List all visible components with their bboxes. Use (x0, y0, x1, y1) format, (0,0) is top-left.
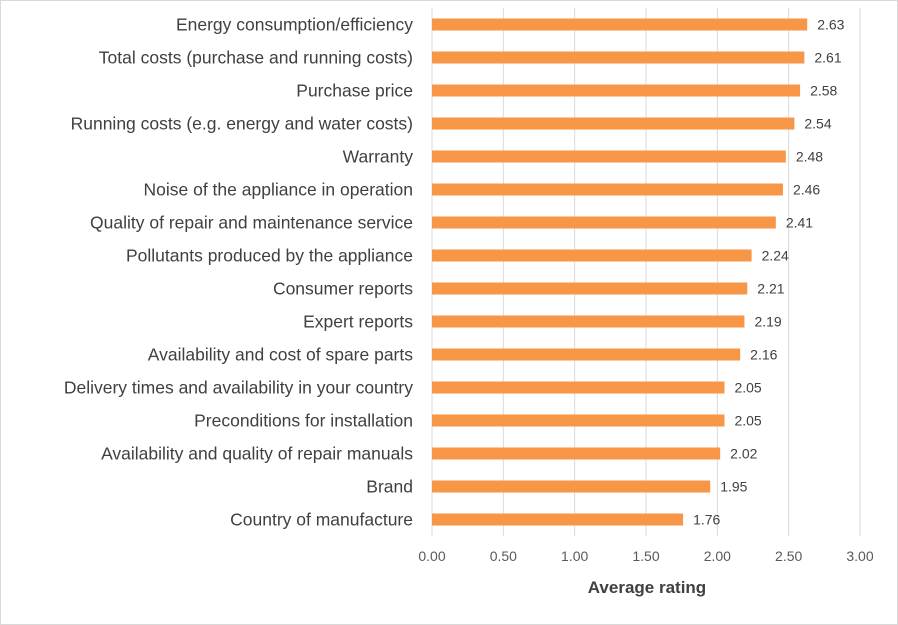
bar (432, 282, 748, 295)
bar (432, 381, 725, 394)
data-label: 2.46 (793, 182, 820, 198)
bar (432, 447, 721, 460)
data-label: 1.95 (720, 479, 747, 495)
category-label: Warranty (343, 147, 414, 167)
data-label: 2.19 (754, 314, 781, 330)
data-label: 2.41 (786, 215, 813, 231)
category-label: Pollutants produced by the appliance (126, 246, 413, 266)
label-layer: 0.00 0.50 1.00 1.50 2.00 2.50 3.00 Energy consu… (64, 15, 874, 565)
data-label: 2.05 (734, 380, 761, 396)
category-label: Country of manufacture (230, 510, 413, 530)
bar (432, 414, 725, 427)
x-tick-label: 2.00 (704, 548, 731, 564)
bar (432, 18, 808, 31)
category-label: Running costs (e.g. energy and water cos… (71, 114, 413, 134)
data-label: 2.58 (810, 83, 837, 99)
data-label: 2.54 (804, 116, 831, 132)
bar-layer (432, 18, 808, 526)
data-label: 2.61 (814, 50, 841, 66)
data-label: 2.63 (817, 17, 844, 33)
bar (432, 117, 795, 130)
bar (432, 249, 752, 262)
category-label: Consumer reports (273, 279, 413, 299)
category-label: Energy consumption/efficiency (176, 15, 413, 35)
category-label: Brand (366, 477, 413, 497)
x-tick-label: 0.00 (418, 548, 445, 564)
data-label: 1.76 (693, 512, 720, 528)
data-label: 2.21 (757, 281, 784, 297)
bar (432, 84, 801, 97)
x-tick-label: 0.50 (490, 548, 517, 564)
bar (432, 216, 776, 229)
category-label: Preconditions for installation (194, 411, 413, 431)
bar (432, 51, 805, 64)
x-tick-label: 1.00 (561, 548, 588, 564)
category-label: Delivery times and availability in your … (64, 378, 413, 398)
category-label: Availability and cost of spare parts (148, 345, 413, 365)
data-label: 2.24 (762, 248, 789, 264)
x-axis-title: Average rating (588, 578, 706, 597)
bar (432, 513, 684, 526)
bar (432, 183, 783, 196)
bar (432, 480, 711, 493)
data-label: 2.16 (750, 347, 777, 363)
category-label: Availability and quality of repair manua… (101, 444, 413, 464)
x-tick-label: 2.50 (775, 548, 802, 564)
category-label: Quality of repair and maintenance servic… (90, 213, 413, 233)
x-tick-label: 1.50 (632, 548, 659, 564)
category-label: Total costs (purchase and running costs) (99, 48, 413, 68)
category-label: Purchase price (296, 81, 413, 101)
category-label: Expert reports (303, 312, 413, 332)
data-label: 2.02 (730, 446, 757, 462)
bar (432, 315, 745, 328)
data-label: 2.05 (734, 413, 761, 429)
bar (432, 348, 741, 361)
category-label: Noise of the appliance in operation (144, 180, 414, 200)
x-tick-label: 3.00 (846, 548, 873, 564)
data-label: 2.48 (796, 149, 823, 165)
bar (432, 150, 786, 163)
